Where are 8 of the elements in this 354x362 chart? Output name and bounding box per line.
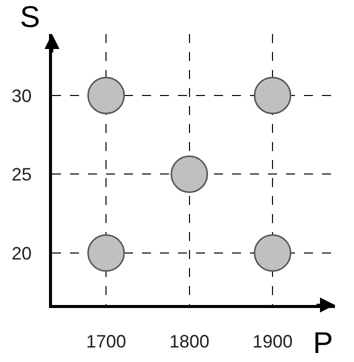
x-tick-label: 1700: [86, 331, 126, 352]
y-tick-label: 20: [12, 243, 32, 264]
y-axis-title: S: [20, 1, 40, 34]
x-tick-label: 1800: [169, 331, 210, 352]
x-tick-label: 1900: [252, 331, 293, 352]
y-tick-label: 25: [12, 164, 32, 185]
y-tick-label: 30: [12, 86, 32, 106]
x-axis-title: P: [313, 327, 334, 360]
